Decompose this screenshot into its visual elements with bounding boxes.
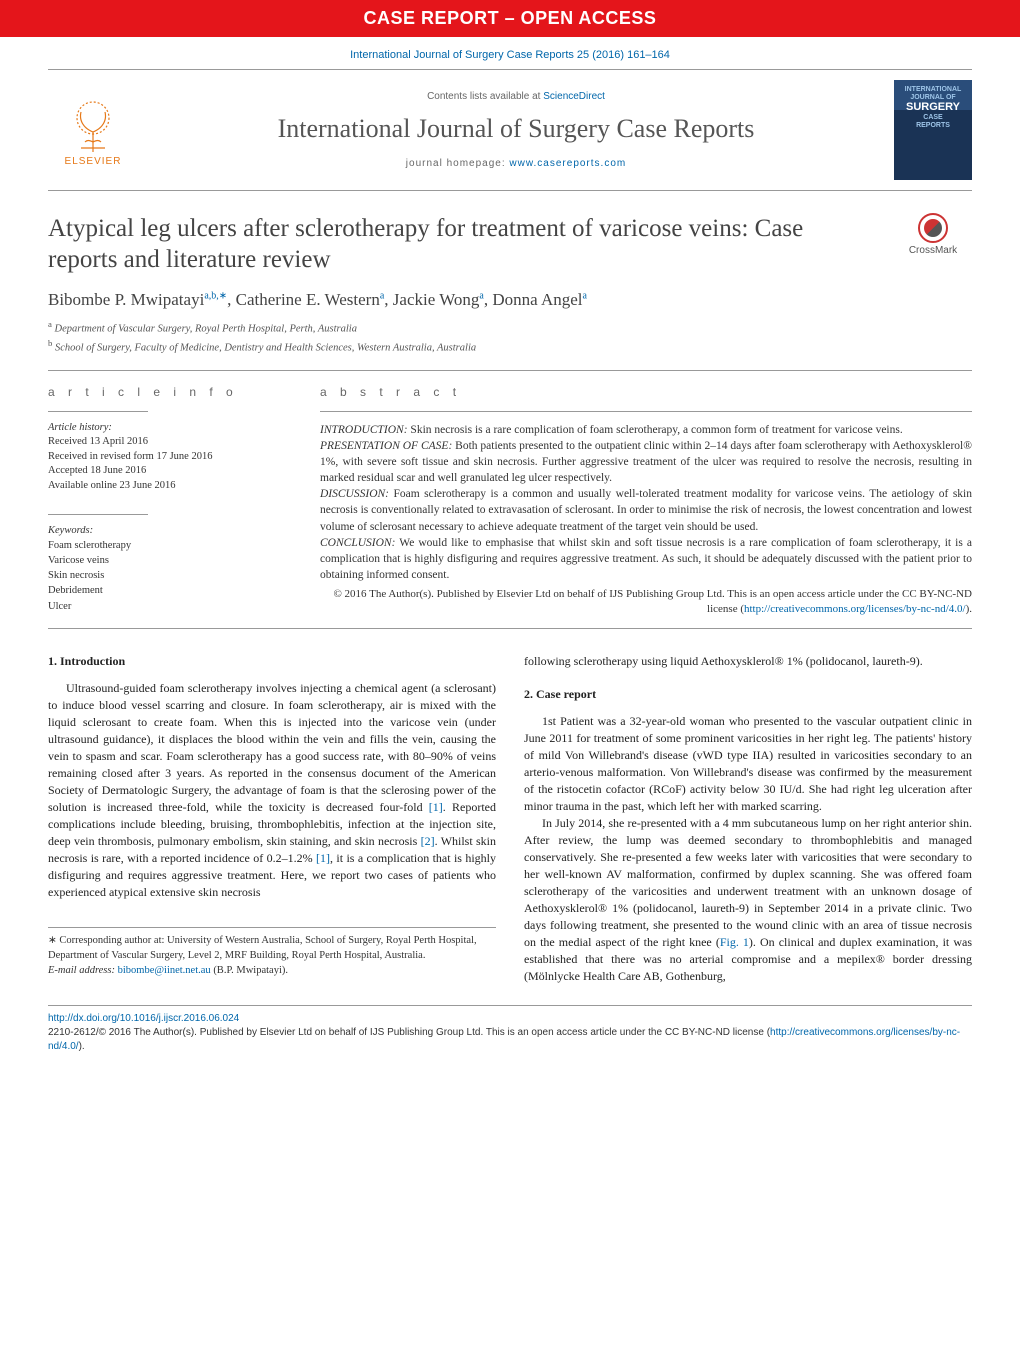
- contents-prefix: Contents lists available at: [427, 91, 543, 102]
- citation-line: International Journal of Surgery Case Re…: [0, 37, 1020, 69]
- abs-disc: Foam sclerotherapy is a common and usual…: [320, 488, 972, 532]
- online-date: Available online 23 June 2016: [48, 479, 288, 494]
- ref-1b[interactable]: [1]: [316, 851, 330, 865]
- article-info-heading: a r t i c l e i n f o: [48, 385, 288, 399]
- keyword-4: Ulcer: [48, 599, 288, 614]
- crossmark-badge[interactable]: CrossMark: [894, 213, 972, 256]
- s2p2a: In July 2014, she re-presented with a 4 …: [524, 816, 972, 949]
- affiliations: a Department of Vascular Surgery, Royal …: [48, 318, 972, 357]
- abs-disc-label: DISCUSSION:: [320, 488, 389, 500]
- footer-block: http://dx.doi.org/10.1016/j.ijscr.2016.0…: [48, 1005, 972, 1054]
- copyright-close: ).: [966, 603, 972, 615]
- corr-label: ∗ Corresponding author at:: [48, 935, 164, 946]
- cover-line1: INTERNATIONAL JOURNAL OF: [898, 86, 968, 101]
- body-columns: 1. Introduction Ultrasound-guided foam s…: [48, 653, 972, 988]
- author-2: Catherine E. Western: [236, 290, 380, 309]
- abs-conc-label: CONCLUSION:: [320, 537, 395, 549]
- crossmark-label: CrossMark: [894, 245, 972, 256]
- history-label: Article history:: [48, 422, 288, 433]
- author-4-aff: a: [583, 290, 587, 301]
- abstract-heading: a b s t r a c t: [320, 385, 972, 399]
- keyword-2: Skin necrosis: [48, 568, 288, 583]
- journal-name: International Journal of Surgery Case Re…: [154, 114, 878, 144]
- section-2-heading: 2. Case report: [524, 686, 972, 703]
- abs-conc: We would like to emphasise that whilst s…: [320, 537, 972, 581]
- homepage-prefix: journal homepage:: [406, 158, 510, 169]
- s1p1a: Ultrasound-guided foam sclerotherapy inv…: [48, 681, 496, 814]
- article-title: Atypical leg ulcers after sclerotherapy …: [48, 213, 878, 276]
- journal-header: ELSEVIER Contents lists available at Sci…: [48, 69, 972, 191]
- corr-email-link[interactable]: bibombe@iinet.net.au: [118, 965, 211, 976]
- cover-line4: REPORTS: [916, 122, 950, 129]
- crossmark-icon: [918, 213, 948, 243]
- author-3-aff: a: [479, 290, 483, 301]
- issn-close: ).: [79, 1041, 85, 1052]
- section-1-para-1: Ultrasound-guided foam sclerotherapy inv…: [48, 680, 496, 901]
- abstract-column: a b s t r a c t INTRODUCTION: Skin necro…: [320, 371, 972, 618]
- section-2-para-2: In July 2014, she re-presented with a 4 …: [524, 815, 972, 985]
- abstract-body: INTRODUCTION: Skin necrosis is a rare co…: [320, 422, 972, 583]
- email-who: (B.P. Mwipatayi).: [211, 965, 288, 976]
- author-2-aff: a: [380, 290, 384, 301]
- journal-cover-thumb: INTERNATIONAL JOURNAL OF SURGERY CASE RE…: [894, 80, 972, 180]
- revised-date: Received in revised form 17 June 2016: [48, 450, 288, 465]
- cover-line3: CASE: [923, 114, 942, 121]
- abs-intro: Skin necrosis is a rare complication of …: [408, 424, 903, 436]
- received-date: Received 13 April 2016: [48, 435, 288, 450]
- col2-continuation: following sclerotherapy using liquid Aet…: [524, 653, 972, 670]
- article-info-column: a r t i c l e i n f o Article history: R…: [48, 371, 288, 618]
- elsevier-logo: ELSEVIER: [48, 85, 138, 175]
- author-3: Jackie Wong: [393, 290, 480, 309]
- keyword-1: Varicose veins: [48, 553, 288, 568]
- elsevier-wordmark: ELSEVIER: [65, 156, 122, 167]
- keyword-3: Debridement: [48, 583, 288, 598]
- affiliation-a: Department of Vascular Surgery, Royal Pe…: [55, 323, 357, 334]
- ref-2[interactable]: [2]: [421, 834, 435, 848]
- homepage-link[interactable]: www.casereports.com: [509, 158, 626, 169]
- keyword-0: Foam sclerotherapy: [48, 538, 288, 553]
- header-center: Contents lists available at ScienceDirec…: [154, 91, 878, 169]
- accepted-date: Accepted 18 June 2016: [48, 464, 288, 479]
- author-4: Donna Angel: [492, 290, 582, 309]
- section-2-para-1: 1st Patient was a 32-year-old woman who …: [524, 713, 972, 815]
- abstract-copyright: © 2016 The Author(s). Published by Elsev…: [320, 587, 972, 618]
- abs-intro-label: INTRODUCTION:: [320, 424, 408, 436]
- cc-license-link[interactable]: http://creativecommons.org/licenses/by-n…: [744, 603, 966, 615]
- affiliation-b: School of Surgery, Faculty of Medicine, …: [55, 342, 476, 353]
- open-access-banner: CASE REPORT – OPEN ACCESS: [0, 0, 1020, 37]
- homepage-line: journal homepage: www.casereports.com: [154, 158, 878, 169]
- keywords-label: Keywords:: [48, 525, 288, 536]
- author-1: Bibombe P. Mwipatayi: [48, 290, 204, 309]
- section-1-heading: 1. Introduction: [48, 653, 496, 670]
- cover-line2: SURGERY: [906, 102, 960, 113]
- fig-1-link[interactable]: Fig. 1: [720, 935, 749, 949]
- elsevier-tree-icon: [63, 94, 123, 154]
- corresponding-footnote: ∗ Corresponding author at: University of…: [48, 927, 496, 978]
- contents-line: Contents lists available at ScienceDirec…: [154, 91, 878, 102]
- email-label: E-mail address:: [48, 965, 118, 976]
- issn-line: 2210-2612/© 2016 The Author(s). Publishe…: [48, 1027, 770, 1038]
- authors-line: Bibombe P. Mwipatayia,b,∗, Catherine E. …: [48, 290, 972, 310]
- ref-1[interactable]: [1]: [429, 800, 443, 814]
- sciencedirect-link[interactable]: ScienceDirect: [543, 91, 605, 102]
- doi-link[interactable]: http://dx.doi.org/10.1016/j.ijscr.2016.0…: [48, 1013, 239, 1024]
- abs-case-label: PRESENTATION OF CASE:: [320, 440, 452, 452]
- author-1-aff: a,b,∗: [204, 290, 227, 301]
